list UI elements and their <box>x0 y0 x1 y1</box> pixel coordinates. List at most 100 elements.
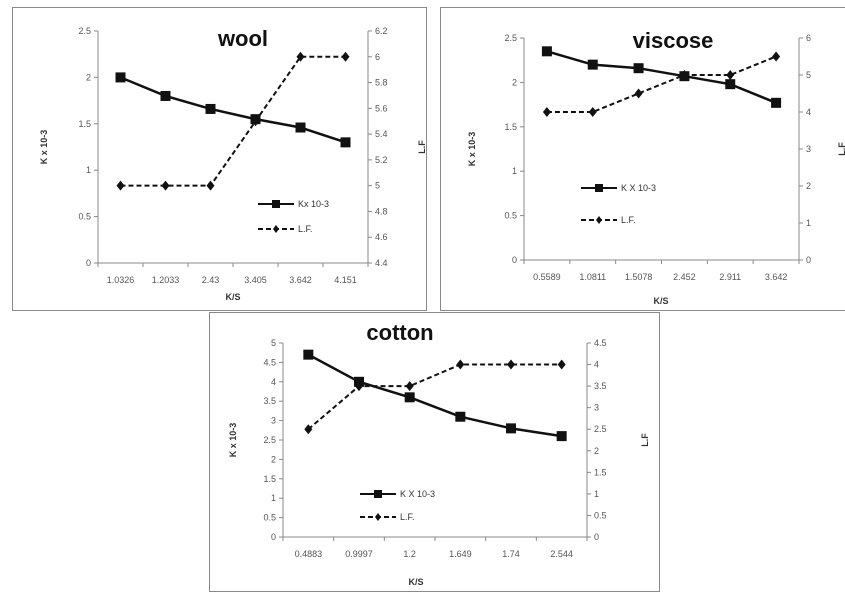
series-line-1 <box>546 55 777 113</box>
data-point-diamond <box>507 359 515 370</box>
legend-label: K X 10-3 <box>400 489 435 499</box>
y-tick-label: 0 <box>512 255 517 265</box>
x-tick-label: 0.9997 <box>345 549 373 559</box>
x-tick-label: 3.642 <box>765 272 788 282</box>
y-tick-label: 3.5 <box>263 396 276 406</box>
data-point-diamond <box>341 51 350 62</box>
data-point-diamond <box>588 107 597 117</box>
y2-axis-title: L.F <box>640 433 650 447</box>
y-tick-label: 2.5 <box>78 26 91 36</box>
y2-tick-label: 3 <box>594 403 599 413</box>
data-point-diamond <box>772 51 781 62</box>
x-tick-label: 0.4883 <box>295 549 323 559</box>
data-point-diamond <box>251 116 260 127</box>
series-line-1 <box>307 363 562 430</box>
y-tick-label: 1 <box>86 165 91 175</box>
x-tick-label: 4.151 <box>334 275 357 285</box>
cotton-chart: 0 0.5 1 1.5 2 2.5 3 3.5 4 4.5 5 0 0.5 1 1.5 2 2.5 3 3.5 4 4.… <box>228 320 650 587</box>
legend-label: L.F. <box>621 215 636 225</box>
y2-tick-label: 4 <box>594 360 599 370</box>
legend-marker-diamond <box>273 225 279 233</box>
data-point-square <box>115 72 126 83</box>
y-tick-label: 1.5 <box>78 119 91 129</box>
y-tick-label: 0 <box>271 532 276 542</box>
y-tick-label: 1 <box>271 493 276 503</box>
cotton-chart-panel: 0 0.5 1 1.5 2 2.5 3 3.5 4 4.5 5 0 0.5 1 1.5 2 2.5 3 3.5 4 4.… <box>209 312 660 592</box>
legend-label: L.F. <box>400 512 415 522</box>
y2-tick-label: 3 <box>806 144 811 154</box>
y-tick-label: 0.5 <box>78 212 91 222</box>
legend-marker-diamond <box>596 216 602 224</box>
legend-label: Kx 10-3 <box>298 199 329 209</box>
y2-tick-label: 4.8 <box>375 206 388 216</box>
data-point-diamond <box>456 359 465 370</box>
chart-title: cotton <box>366 320 433 345</box>
viscose-chart-panel: 0 0.5 1 1.5 2 2.5 0 1 2 3 4 5 6 0.5589 1.0811 1.5078 2.4… <box>440 7 845 311</box>
y-tick-label: 1.5 <box>263 474 276 484</box>
series-line-0 <box>307 353 562 438</box>
y2-tick-label: 6 <box>806 33 811 43</box>
y2-tick-label: 2 <box>806 181 811 191</box>
y2-tick-label: 5 <box>375 181 380 191</box>
data-point-diamond <box>304 424 313 435</box>
y-axis-title: K x 10-3 <box>467 132 477 167</box>
wool-chart-panel: 0 0.5 1 1.5 2 2.5 4.4 4.6 4.8 5 5.2 5.4 5.6 5.8 6 6.2 1.… <box>12 7 427 311</box>
legend-marker-square <box>374 490 382 498</box>
x-tick-label: 1.2 <box>403 549 416 559</box>
y2-tick-label: 5.8 <box>375 78 388 88</box>
x-axis-title: K/S <box>653 296 668 306</box>
y2-tick-label: 1 <box>594 489 599 499</box>
y2-tick-label: 1 <box>806 218 811 228</box>
y-tick-label: 2 <box>271 454 276 464</box>
x-tick-label: 2.43 <box>202 275 220 285</box>
y2-tick-label: 0.5 <box>594 510 607 520</box>
x-tick-label: 2.911 <box>719 272 741 282</box>
y2-tick-label: 4 <box>806 107 811 117</box>
y2-tick-label: 5.4 <box>375 129 388 139</box>
y2-tick-label: 4.5 <box>594 338 607 348</box>
y-tick-label: 2.5 <box>504 33 517 43</box>
y2-tick-label: 5 <box>806 70 811 80</box>
chart-title: viscose <box>633 28 714 53</box>
legend-marker-square <box>272 200 280 208</box>
data-point-diamond <box>634 88 643 99</box>
y2-tick-label: 4.6 <box>375 232 388 242</box>
data-point-square <box>556 431 567 442</box>
series-line-0 <box>120 76 346 144</box>
chart-title: wool <box>217 26 268 51</box>
y2-tick-label: 5.6 <box>375 103 388 113</box>
y-tick-label: 0.5 <box>504 211 517 221</box>
x-tick-label: 3.405 <box>244 275 267 285</box>
data-point-square <box>340 137 351 148</box>
data-point-diamond <box>557 359 566 370</box>
y-axis-title: K x 10-3 <box>228 423 238 458</box>
data-point-square <box>404 392 415 403</box>
y2-tick-label: 5.2 <box>375 155 388 165</box>
y-tick-label: 2.5 <box>263 435 276 445</box>
x-tick-label: 1.74 <box>502 549 520 559</box>
data-point-square <box>771 97 782 108</box>
y2-tick-label: 2.5 <box>594 424 607 434</box>
y2-axis-title: L.F <box>417 140 426 154</box>
data-point-diamond <box>161 180 170 191</box>
data-point-diamond <box>542 107 551 117</box>
x-tick-label: 1.0811 <box>579 272 606 282</box>
data-point-square <box>506 423 516 434</box>
data-point-diamond <box>726 70 735 80</box>
series-line-0 <box>546 50 777 104</box>
x-tick-label: 1.5078 <box>625 272 653 282</box>
y2-tick-label: 1.5 <box>594 467 607 477</box>
x-tick-label: 1.649 <box>449 549 472 559</box>
data-point-square <box>303 349 314 360</box>
y-tick-label: 4 <box>271 377 276 387</box>
y-tick-label: 2 <box>512 77 517 87</box>
data-point-square <box>541 46 552 57</box>
data-point-diamond <box>206 180 215 191</box>
data-point-diamond <box>355 381 363 392</box>
y2-tick-label: 2 <box>594 446 599 456</box>
y-tick-label: 0 <box>86 258 91 268</box>
x-tick-label: 0.5589 <box>533 272 561 282</box>
data-point-square <box>633 63 644 74</box>
y2-tick-label: 6.2 <box>375 26 388 36</box>
x-axis-title: K/S <box>225 292 240 302</box>
